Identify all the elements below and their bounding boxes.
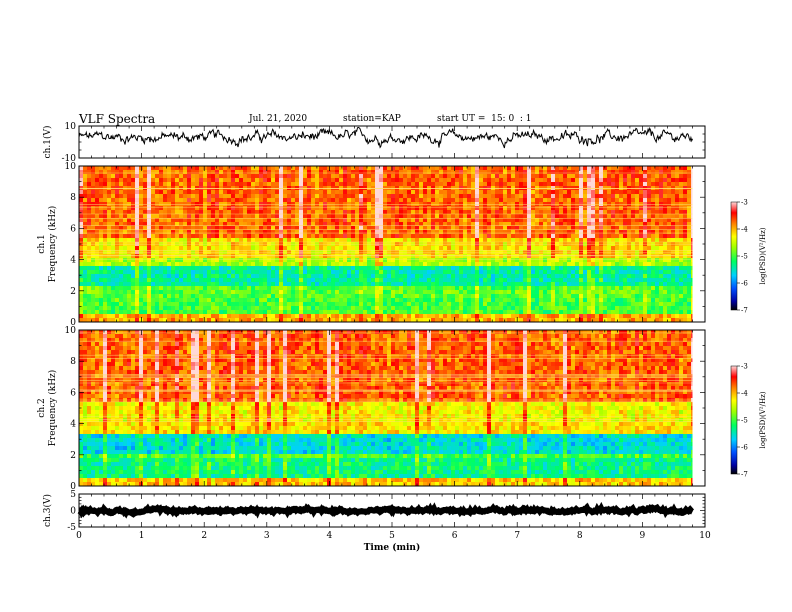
y-tick-label: 6 (70, 388, 76, 398)
y-axis-label: Frequency (kHz) (47, 370, 58, 447)
y-tick-label: 6 (70, 224, 76, 234)
colorbar-label: log(PSD)(V²/Hz) (759, 227, 767, 284)
y-tick-label: 0 (70, 482, 76, 492)
y-tick-label: 8 (70, 357, 76, 367)
y-axis-label: ch.1(V) (42, 126, 53, 159)
y-tick-label: -5 (67, 523, 76, 533)
colorbar-tick-label: -6 (741, 280, 748, 288)
x-tick-label: 5 (389, 531, 395, 541)
x-tick-label: 10 (699, 531, 711, 541)
x-tick-label: 1 (139, 531, 145, 541)
x-tick-label: 3 (264, 531, 270, 541)
y-tick-label: 10 (65, 122, 77, 132)
x-tick-label: 9 (640, 531, 646, 541)
colorbar: -3 -4 -5 -6 -7 log(PSD)(V²/Hz) (730, 199, 767, 315)
colorbar-label: log(PSD)(V²/Hz) (759, 391, 767, 448)
y-tick-label: 2 (70, 287, 76, 297)
colorbar-tick-label: -5 (741, 253, 748, 261)
spectrogram-image (79, 330, 693, 486)
colorbar-tick-label: -6 (741, 444, 748, 452)
colorbar-tick-label: -7 (741, 471, 748, 479)
x-tick-label: 8 (577, 531, 583, 541)
colorbar-gradient (730, 201, 738, 311)
channel-label: ch.1 (37, 234, 47, 253)
colorbar-tick-label: -5 (741, 417, 748, 425)
y-tick-label: -10 (62, 154, 77, 164)
waveform-line (78, 126, 693, 149)
y-tick-label: 10 (65, 326, 77, 336)
ch1-waveform-panel: -10 10 ch.1(V) (42, 122, 706, 164)
colorbar-tick-label: -3 (741, 363, 748, 371)
waveform-line (77, 501, 695, 519)
channel-label: ch.2 (37, 398, 47, 417)
start-time-label: start UT = 15: 0 : 1 (437, 114, 532, 124)
ch1-spectrogram-panel: 0 2 4 6 8 10 ch.1 Frequency (kHz) -3 -4 -5 -6 -7 log(… (37, 162, 767, 328)
station-label: station=KAP (343, 114, 401, 124)
y-axis-label: ch.3(V) (42, 494, 53, 527)
x-tick-label: 2 (201, 531, 207, 541)
y-tick-label: 8 (70, 193, 76, 203)
y-tick-label: 2 (70, 451, 76, 461)
chart-title: VLF Spectra (79, 112, 156, 126)
y-axis-label: Frequency (kHz) (47, 206, 58, 283)
y-tick-label: 5 (70, 490, 76, 500)
colorbar-tick-label: -7 (741, 307, 748, 315)
y-tick-label: 10 (65, 162, 77, 172)
y-tick-label: 0 (70, 507, 76, 517)
colorbar-tick-label: -3 (741, 199, 748, 207)
x-tick-label: 6 (452, 531, 458, 541)
colorbar-gradient (730, 365, 738, 475)
y-tick-label: 4 (70, 420, 76, 430)
x-tick-label: 7 (514, 531, 520, 541)
x-tick-label: 0 (76, 531, 82, 541)
y-tick-label: 4 (70, 256, 76, 266)
x-axis-label: Time (min) (364, 542, 421, 553)
colorbar-tick-label: -4 (741, 390, 748, 398)
date-label: Jul. 21, 2020 (249, 114, 308, 124)
colorbar: -3 -4 -5 -6 -7 log(PSD)(V²/Hz) (730, 363, 767, 479)
colorbar-tick-label: -4 (741, 226, 748, 234)
y-tick-label: 0 (70, 318, 76, 328)
x-tick-label: 4 (327, 531, 333, 541)
spectrogram-image (79, 166, 693, 322)
ch2-spectrogram-panel: 0 2 4 6 8 10 ch.2 Frequency (kHz) -3 -4 -5 -6 -7 log(… (37, 326, 767, 492)
